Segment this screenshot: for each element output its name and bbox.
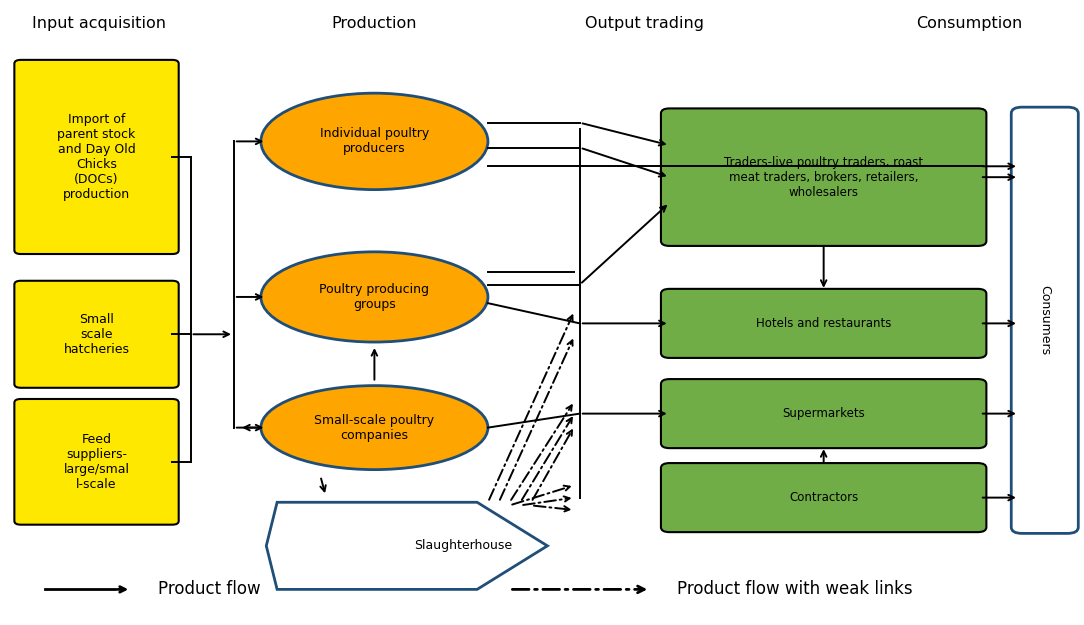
Ellipse shape [261,252,488,342]
FancyBboxPatch shape [661,289,986,358]
Text: Consumers: Consumers [1038,285,1051,356]
FancyBboxPatch shape [1011,107,1079,533]
Ellipse shape [261,386,488,469]
Polygon shape [267,503,547,589]
Text: Small
scale
hatcheries: Small scale hatcheries [64,312,129,356]
Text: Production: Production [332,16,417,31]
Text: Output trading: Output trading [585,16,705,31]
FancyBboxPatch shape [661,108,986,246]
Text: Slaughterhouse: Slaughterhouse [414,539,512,552]
Text: Traders-live poultry traders, roast
meat traders, brokers, retailers,
wholesaler: Traders-live poultry traders, roast meat… [724,156,924,199]
FancyBboxPatch shape [14,399,179,524]
Text: Supermarkets: Supermarkets [783,407,865,420]
FancyBboxPatch shape [661,379,986,448]
Text: Contractors: Contractors [789,491,859,504]
Text: Input acquisition: Input acquisition [31,16,166,31]
Text: Poultry producing
groups: Poultry producing groups [320,283,429,311]
Text: Small-scale poultry
companies: Small-scale poultry companies [314,414,435,442]
Text: Product flow with weak links: Product flow with weak links [678,581,913,598]
Text: Hotels and restaurants: Hotels and restaurants [756,317,891,330]
FancyBboxPatch shape [14,60,179,254]
Text: Individual poultry
producers: Individual poultry producers [320,127,429,156]
Text: Consumption: Consumption [916,16,1022,31]
Text: Feed
suppliers-
large/smal
l-scale: Feed suppliers- large/smal l-scale [64,433,129,491]
FancyBboxPatch shape [661,463,986,532]
Text: Product flow: Product flow [158,581,261,598]
Text: Import of
parent stock
and Day Old
Chicks
(DOCs)
production: Import of parent stock and Day Old Chick… [57,113,136,201]
Ellipse shape [261,93,488,189]
FancyBboxPatch shape [14,281,179,388]
